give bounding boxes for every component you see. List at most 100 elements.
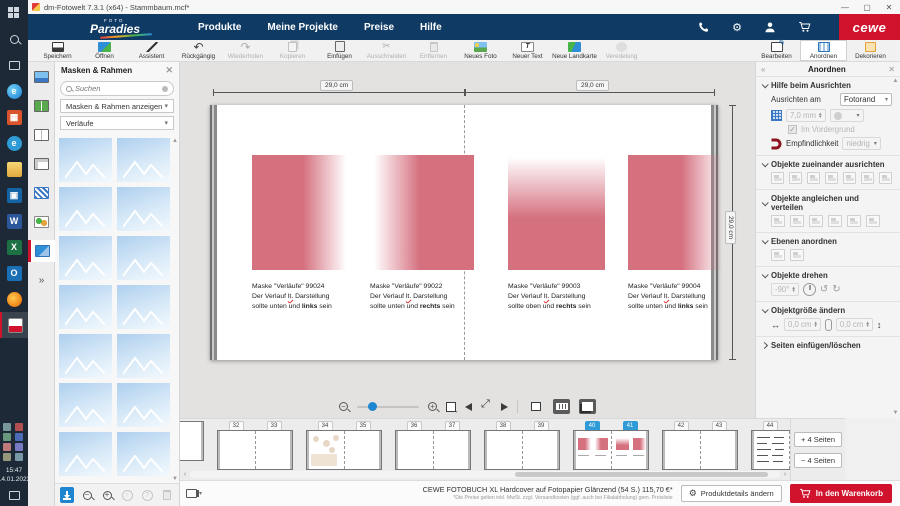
search-clear-icon[interactable]	[162, 85, 168, 92]
scrollbar-thumb[interactable]	[514, 471, 769, 477]
account-icon[interactable]	[764, 21, 776, 33]
tool-cliparts[interactable]	[28, 211, 55, 233]
mask-thumbnail[interactable]	[117, 236, 170, 280]
section-header[interactable]: Seiten einfügen/löschen	[760, 341, 892, 350]
taskbar-app-firefox[interactable]	[0, 286, 28, 312]
remove-pages-button[interactable]: − 4 Seiten	[794, 452, 842, 468]
zoom-slider-thumb[interactable]	[368, 402, 378, 411]
task-view-button[interactable]	[0, 52, 28, 78]
mask-thumbnail[interactable]	[117, 432, 170, 476]
scrollbar-track[interactable]	[190, 470, 780, 478]
system-tray[interactable]	[3, 421, 25, 463]
display-filter-select[interactable]: Masken & Rahmen anzeigen ▾	[60, 99, 174, 113]
taskbar-app-edge[interactable]: e	[0, 78, 28, 104]
open-button[interactable]: Öffnen	[81, 40, 128, 61]
section-header[interactable]: Ebenen anordnen	[761, 237, 892, 246]
section-header[interactable]: Objektgröße ändern	[761, 306, 892, 315]
zoom-out-thumbs-button[interactable]: −	[80, 487, 94, 503]
mask-thumbnail[interactable]	[59, 334, 112, 378]
page-tab[interactable]: 37	[444, 421, 460, 430]
search-input[interactable]	[75, 84, 159, 93]
thumbnail-scrollbar[interactable]: ▲ ▼	[172, 138, 178, 482]
taskbar-app-explorer[interactable]	[0, 156, 28, 182]
mask-object-99003[interactable]	[508, 155, 605, 270]
link-aspect-icon[interactable]	[824, 318, 832, 331]
page-tab[interactable]: 39	[533, 421, 549, 430]
tool-patterns[interactable]	[28, 182, 55, 204]
page-tab-selected[interactable]: 41	[622, 421, 638, 430]
menu-produkte[interactable]: Produkte	[198, 21, 242, 33]
mask-thumbnail[interactable]	[59, 138, 112, 182]
taskbar-app-photos[interactable]: ▣	[0, 182, 28, 208]
mask-caption[interactable]: Maske "Verläufe" 99024 Der Verlauf lt. D…	[252, 283, 332, 310]
taskbar-app-ie[interactable]: e	[0, 130, 28, 156]
panel-scrollbar[interactable]: ▲ ▼	[892, 78, 899, 416]
mask-thumbnail[interactable]	[59, 187, 112, 231]
mask-object-99022[interactable]	[370, 155, 474, 270]
zoom-slider[interactable]	[357, 402, 419, 411]
tool-page-layouts[interactable]	[28, 153, 55, 175]
taskbar-app-word[interactable]: W	[0, 208, 28, 234]
mask-object-99004[interactable]	[628, 155, 725, 270]
mask-thumbnail[interactable]	[59, 383, 112, 427]
action-center-icon[interactable]	[8, 491, 20, 500]
menu-meine-projekte[interactable]: Meine Projekte	[267, 21, 338, 33]
next-page-icon[interactable]	[501, 402, 508, 411]
add-to-cart-button[interactable]: In den Warenkorb	[789, 484, 892, 503]
add-pages-button[interactable]: + 4 Seiten	[794, 431, 842, 447]
minimize-button[interactable]: —	[841, 2, 849, 12]
spread-thumbnail-34-35[interactable]: 34 35	[306, 421, 382, 470]
taskbar-app-dm-fotowelt[interactable]	[0, 312, 28, 338]
rotation-dial-icon[interactable]	[802, 283, 816, 296]
phone-icon[interactable]	[698, 21, 710, 33]
page-preview-toggle[interactable]	[527, 399, 544, 414]
product-details-button[interactable]: ⚙ Produktdetails ändern	[680, 485, 782, 502]
page-tab[interactable]: 36	[406, 421, 422, 430]
page-tab[interactable]: 38	[495, 421, 511, 430]
rotate-left-icon[interactable]: ↺	[819, 283, 829, 295]
spread-thumbnail[interactable]	[180, 421, 204, 470]
settings-gear-icon[interactable]: ⚙	[732, 21, 742, 34]
page-tab[interactable]: 44	[762, 421, 778, 430]
mask-thumbnail[interactable]	[59, 236, 112, 280]
assistant-button[interactable]: Assistent	[128, 40, 175, 61]
section-header[interactable]: Objekte angleichen und verteilen	[761, 194, 892, 212]
page-tab[interactable]: 43	[711, 421, 727, 430]
zoom-in-thumbs-button[interactable]: +	[100, 487, 114, 503]
arrange-tab-button[interactable]: Anordnen	[800, 40, 847, 61]
ruler-toggle[interactable]	[553, 399, 570, 414]
mask-thumbnail[interactable]	[59, 285, 112, 329]
mask-thumbnail[interactable]	[117, 187, 170, 231]
zoom-out-icon[interactable]: −	[339, 402, 348, 411]
double-page-toggle[interactable]	[579, 399, 596, 414]
section-header[interactable]: Objekte zueinander ausrichten	[761, 160, 892, 169]
download-masks-button[interactable]	[60, 487, 74, 503]
close-button[interactable]: ✕	[885, 2, 893, 12]
menu-preise[interactable]: Preise	[363, 21, 395, 33]
panel-close-icon[interactable]: ✕	[888, 64, 895, 74]
tools-expand[interactable]: »	[28, 269, 55, 291]
mask-caption[interactable]: Maske "Verläufe" 99004 Der Verlauf lt. D…	[628, 283, 708, 310]
menu-hilfe[interactable]: Hilfe	[420, 21, 442, 33]
panel-collapse-icon[interactable]: «	[761, 64, 766, 74]
scroll-left-icon[interactable]: ‹	[183, 470, 187, 478]
tool-layouts[interactable]	[28, 95, 55, 117]
edit-tab-button[interactable]: Bearbeiten	[753, 39, 800, 61]
page-tab[interactable]: 32	[228, 421, 244, 430]
mask-thumbnail[interactable]	[117, 334, 170, 378]
rotate-right-icon[interactable]: ↻	[832, 283, 841, 295]
taskbar-app-outlook[interactable]: O	[0, 260, 28, 286]
new-map-button[interactable]: Neue Landkarte	[551, 40, 598, 61]
mask-thumbnail[interactable]	[59, 432, 112, 476]
category-select[interactable]: Verläufe ▾	[60, 116, 174, 130]
paste-button[interactable]: Einfügen	[316, 40, 363, 61]
align-at-select[interactable]: Fotorand ▾	[840, 93, 892, 106]
save-button[interactable]: Speichern	[34, 40, 81, 61]
section-header[interactable]: Hilfe beim Ausrichten	[761, 81, 892, 90]
undo-button[interactable]: ↶ Rückgängig	[181, 39, 216, 61]
spread-thumbnail-42-43[interactable]: 42 43	[662, 421, 738, 470]
mask-thumbnail[interactable]	[117, 138, 170, 182]
decorate-tab-button[interactable]: Dekorieren	[847, 40, 894, 61]
spread-thumbnail-36-37[interactable]: 36 37	[395, 421, 471, 470]
tool-backgrounds[interactable]	[28, 124, 55, 146]
